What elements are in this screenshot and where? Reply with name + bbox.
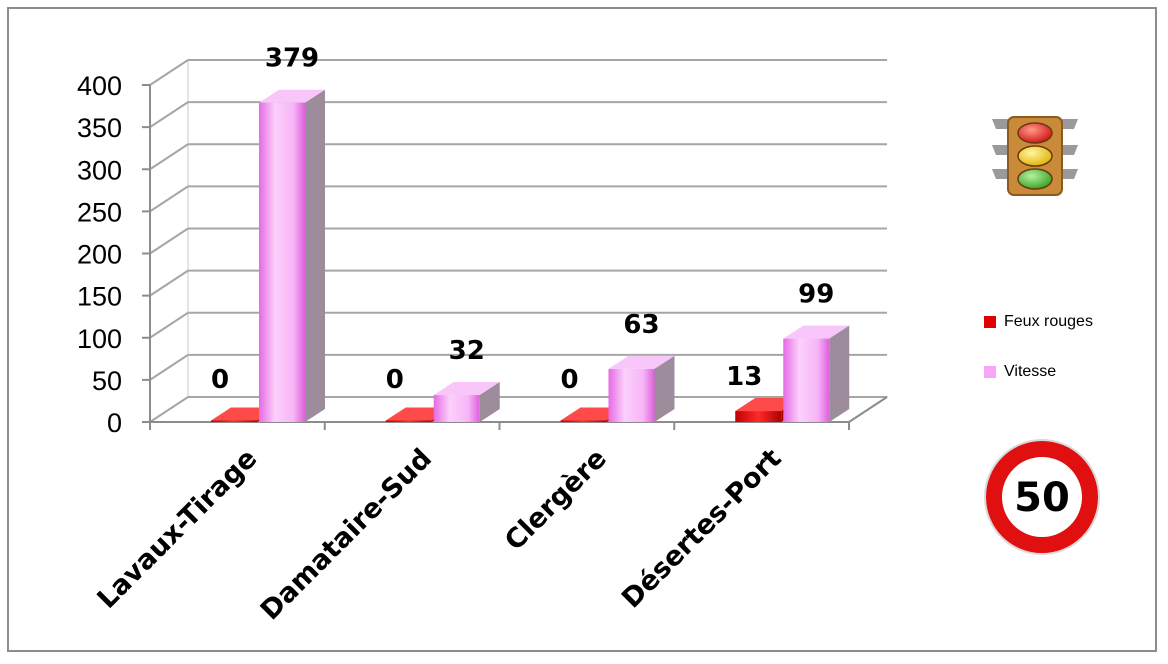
y-tick-label: 300 — [77, 155, 122, 185]
bar-front — [259, 102, 305, 422]
bar-vitesse — [259, 89, 325, 422]
speed-limit-50-icon: 50 — [984, 439, 1100, 555]
bar-front — [783, 338, 830, 422]
bar-top — [608, 355, 675, 369]
x-axis-label: Damataire-Sud — [255, 443, 438, 626]
bar-front — [608, 368, 655, 422]
gridline-depth — [149, 59, 189, 86]
gridline-depth — [149, 185, 189, 213]
y-axis-ticks: 0 50 100 150 200 250 300 350 400 — [77, 71, 122, 438]
bar-front — [735, 411, 782, 422]
legend-swatch-feux-rouges — [984, 316, 996, 328]
x-axis-label: Désertes-Port — [616, 443, 788, 615]
bar-vitesse — [433, 382, 500, 422]
y-tick-label: 150 — [77, 282, 122, 312]
bar-side — [479, 382, 500, 422]
gridline-depth — [149, 269, 189, 297]
x-axis-label: Clergère — [499, 443, 613, 557]
data-label: 32 — [449, 336, 485, 366]
bar-front — [385, 420, 432, 422]
bar-vitesse — [783, 325, 850, 422]
legend-label: Feux rouges — [1004, 313, 1093, 330]
gridline-depth — [149, 311, 189, 339]
data-labels: 0 379 0 32 0 63 13 99 — [211, 44, 834, 395]
legend-swatch-vitesse — [984, 366, 996, 378]
bar-side — [305, 89, 325, 422]
bar-side — [654, 355, 675, 422]
bar-top — [783, 325, 850, 339]
legend: Feux rouges Vitesse — [984, 307, 1093, 407]
data-label: 0 — [386, 365, 404, 395]
bar-top — [433, 382, 500, 396]
y-tick-label: 0 — [107, 408, 122, 438]
bar-front — [560, 420, 607, 422]
axes — [142, 84, 888, 430]
y-tick-label: 200 — [77, 240, 122, 270]
bar-side — [829, 325, 850, 422]
gridline-depth — [149, 101, 189, 128]
bar-vitesse — [608, 355, 675, 422]
legend-item-feux-rouges: Feux rouges — [984, 307, 1093, 337]
y-tick-label: 50 — [92, 366, 122, 396]
gridline-depth — [149, 227, 189, 255]
data-label: 13 — [726, 362, 762, 392]
data-label: 99 — [798, 280, 834, 310]
gridline-depth — [149, 143, 189, 171]
y-tick-label: 250 — [77, 197, 122, 227]
gridline-depth — [149, 354, 189, 381]
traffic-light-icon — [992, 116, 1078, 196]
y-tick-label: 350 — [77, 113, 122, 143]
y-tick-label: 400 — [77, 71, 122, 101]
legend-label: Vitesse — [1004, 363, 1057, 380]
data-label: 63 — [623, 310, 659, 340]
chart-frame: 0 50 100 150 200 250 300 350 400 0 379 0 32 0 63 13 99 … — [7, 7, 1157, 652]
bar-top — [259, 89, 325, 103]
bars — [211, 89, 850, 422]
legend-item-vitesse: Vitesse — [984, 357, 1093, 387]
data-label: 0 — [560, 365, 578, 395]
data-label: 379 — [265, 44, 319, 74]
y-tick-label: 100 — [77, 324, 122, 354]
bar-front — [211, 420, 257, 422]
speed-limit-text: 50 — [1014, 475, 1070, 521]
data-label: 0 — [211, 365, 229, 395]
x-axis-depth — [848, 396, 888, 423]
x-axis-label: Lavaux-Tirage — [91, 443, 263, 615]
gridline-depth — [149, 396, 189, 423]
bar-front — [433, 395, 480, 422]
